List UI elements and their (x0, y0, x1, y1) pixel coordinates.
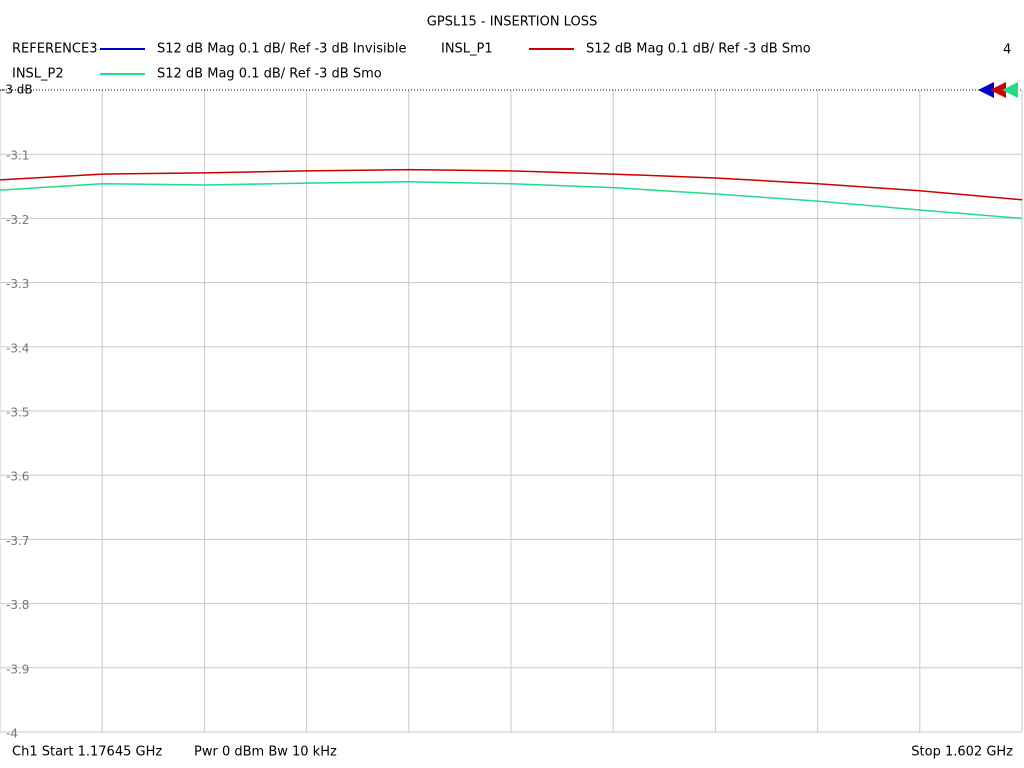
legend-name: INSL_P2 (12, 67, 64, 82)
reference-marker (990, 82, 1006, 98)
stop-frequency: Stop 1.602 GHz (911, 745, 1013, 760)
legend-name: REFERENCE3 (12, 42, 97, 57)
y-tick-label: -3.6 (6, 470, 29, 484)
legend-description: S12 dB Mag 0.1 dB/ Ref -3 dB Smo (157, 67, 382, 82)
y-tick-label: -3.4 (6, 341, 29, 355)
y-tick-label: -3.7 (6, 534, 29, 548)
y-tick-label: -3.9 (6, 662, 29, 676)
legend-description: S12 dB Mag 0.1 dB/ Ref -3 dB Smo (586, 42, 811, 57)
start-frequency: Ch1 Start 1.17645 GHz (12, 745, 162, 760)
y-tick-label: -3.5 (6, 406, 29, 420)
trace-line (0, 181, 1023, 220)
y-tick-label: -3.2 (6, 213, 29, 227)
y-tick-label: -3.3 (6, 277, 29, 291)
trace-line (0, 168, 1023, 201)
y-tick-label: -4 (6, 727, 18, 741)
y-tick-label: -3 dB (1, 83, 33, 97)
legend-description: S12 dB Mag 0.1 dB/ Ref -3 dB Invisible (157, 42, 406, 57)
trace-count: 4 (1003, 43, 1011, 58)
y-tick-label: -3.8 (6, 598, 29, 612)
y-tick-label: -3.1 (6, 149, 29, 163)
reference-marker (1002, 82, 1018, 98)
legend-name: INSL_P1 (441, 42, 493, 57)
chart-title: GPSL15 - INSERTION LOSS (427, 15, 597, 30)
reference-marker (978, 82, 994, 98)
power-bandwidth: Pwr 0 dBm Bw 10 kHz (194, 745, 337, 760)
